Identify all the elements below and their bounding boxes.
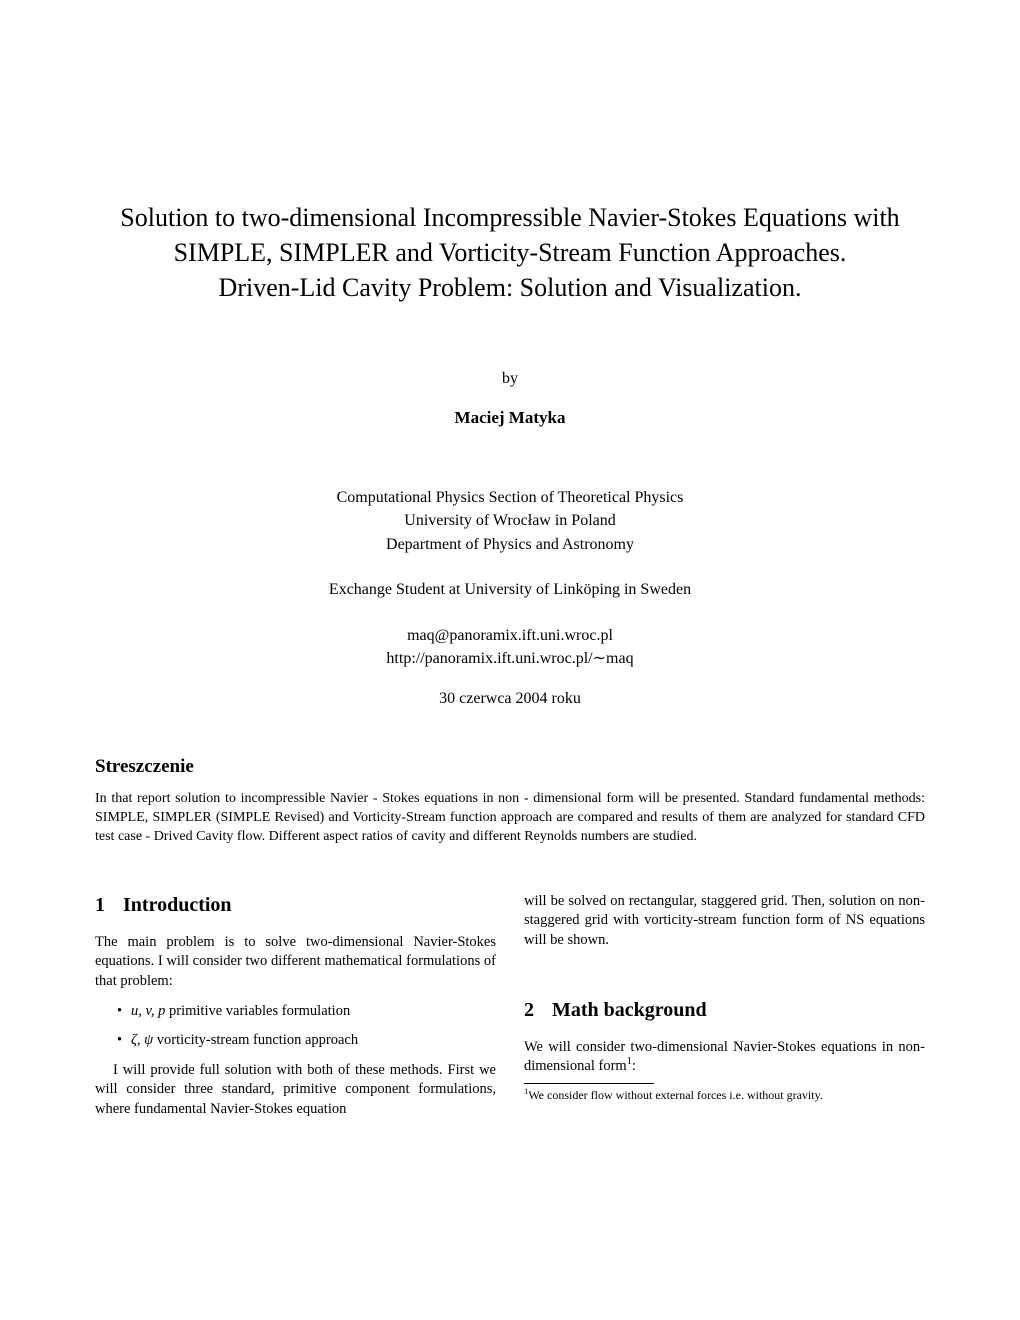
intro-continuation: will be solved on rectangular, staggered…	[524, 892, 925, 951]
math-paragraph: We will consider two-dimensional Navier-…	[524, 1038, 925, 1077]
affiliation-block: Computational Physics Section of Theoret…	[95, 486, 925, 556]
intro-paragraph-2: I will provide full solution with both o…	[95, 1061, 496, 1120]
abstract-title: Streszczenie	[95, 756, 925, 778]
bullet-2-rest: vorticity-stream function approach	[153, 1032, 358, 1048]
list-item: ζ, ψ vorticity-stream function approach	[117, 1031, 496, 1051]
bullet-1-vars: u, v, p	[131, 1003, 165, 1019]
title-line-1: Solution to two-dimensional Incompressib…	[120, 203, 899, 232]
list-item: u, v, p primitive variables formulation	[117, 1002, 496, 1022]
abstract-text: In that report solution to incompressibl…	[95, 790, 925, 847]
affiliation-line-2: University of Wrocław in Poland	[404, 512, 615, 529]
right-column: will be solved on rectangular, staggered…	[524, 892, 925, 1120]
author-name: Maciej Matyka	[95, 408, 925, 428]
math-para-post: :	[632, 1058, 636, 1074]
section-1-title: Introduction	[123, 894, 232, 916]
title-line-3: Driven-Lid Cavity Problem: Solution and …	[219, 273, 802, 302]
bullet-1-rest: primitive variables formulation	[165, 1003, 350, 1019]
formulation-list: u, v, p primitive variables formulation …	[95, 1002, 496, 1051]
url: http://panoramix.ift.uni.wroc.pl/∼maq	[386, 650, 633, 667]
section-1-header: 1 Introduction	[95, 892, 496, 919]
bullet-2-vars: ζ, ψ	[131, 1032, 153, 1048]
contact-block: maq@panoramix.ift.uni.wroc.pl http://pan…	[95, 624, 925, 670]
intro-paragraph-1: The main problem is to solve two-dimensi…	[95, 933, 496, 992]
affiliation-line-1: Computational Physics Section of Theoret…	[337, 489, 684, 506]
paper-title: Solution to two-dimensional Incompressib…	[95, 200, 925, 305]
section-2-title: Math background	[552, 999, 707, 1021]
footnote-rule	[524, 1083, 654, 1084]
math-para-pre: We will consider two-dimensional Navier-…	[524, 1039, 925, 1075]
date: 30 czerwca 2004 roku	[95, 690, 925, 708]
affiliation-line-3: Department of Physics and Astronomy	[386, 536, 634, 553]
section-1-number: 1	[95, 892, 105, 919]
footnote-text: We consider flow without external forces…	[528, 1088, 823, 1102]
exchange-line: Exchange Student at University of Linköp…	[95, 581, 925, 599]
body-columns: 1 Introduction The main problem is to sol…	[95, 892, 925, 1120]
email: maq@panoramix.ift.uni.wroc.pl	[407, 627, 613, 644]
footnote: 1We consider flow without external force…	[524, 1087, 925, 1103]
title-line-2: SIMPLE, SIMPLER and Vorticity-Stream Fun…	[174, 238, 847, 267]
section-2-number: 2	[524, 997, 534, 1024]
left-column: 1 Introduction The main problem is to sol…	[95, 892, 496, 1120]
section-2-header: 2 Math background	[524, 997, 925, 1024]
by-label: by	[95, 370, 925, 388]
